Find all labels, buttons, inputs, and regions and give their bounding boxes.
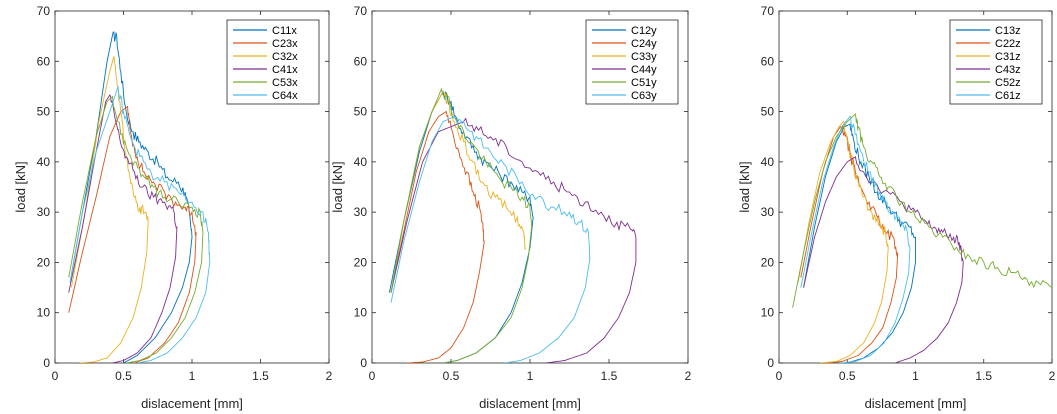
- series-line-C11x: [69, 31, 193, 363]
- series-line-C51y: [390, 87, 533, 363]
- y-tick-label: 10: [37, 306, 51, 320]
- legend-box: [226, 19, 320, 105]
- y-tick-label: 20: [761, 255, 775, 269]
- y-tick-label: 70: [37, 4, 51, 18]
- y-tick-label: 70: [761, 4, 775, 18]
- x-tick-label: 1: [527, 369, 534, 383]
- legend-entry: C41x: [272, 64, 298, 76]
- y-tick-label: 20: [354, 255, 368, 269]
- legend-box: [949, 19, 1043, 105]
- y-tick-label: 60: [354, 54, 368, 68]
- x-tick-label: 0: [52, 369, 59, 383]
- legend-entry: C63y: [631, 90, 657, 102]
- chart-panel-2: 0 10 20 30 40 50 60 70 0 0.5 1 1.5 2 dislacement [mm]…: [330, 4, 692, 411]
- series-line-C13z: [803, 123, 916, 363]
- series-line-C64x: [69, 86, 211, 363]
- y-tick-label: 10: [354, 306, 368, 320]
- legend-entry: C13z: [995, 25, 1021, 37]
- y-tick-label: 50: [354, 105, 368, 119]
- legend-entry: C12y: [631, 25, 657, 37]
- y-tick-label: 40: [37, 155, 51, 169]
- x-axis-label: dislacement [mm]: [865, 396, 967, 411]
- legend-entry: C61z: [995, 90, 1021, 102]
- series-line-C23x: [68, 105, 197, 363]
- legend-entry: C33y: [631, 51, 657, 63]
- y-tick-label: 60: [37, 54, 51, 68]
- legend-entry: C31z: [995, 51, 1021, 63]
- legend-entry: C64x: [272, 90, 298, 102]
- legend-entry: C23x: [272, 38, 298, 50]
- legend-entry: C44y: [631, 64, 657, 76]
- y-tick-label: 0: [43, 356, 50, 370]
- x-tick-label: 1.5: [601, 369, 618, 383]
- x-tick-label: 0: [369, 369, 376, 383]
- y-tick-label: 40: [354, 155, 368, 169]
- series-line-C43z: [803, 156, 964, 363]
- legend-entry: C43z: [995, 64, 1021, 76]
- x-tick-label: 0.5: [839, 369, 856, 383]
- x-axis-label: dislacement [mm]: [479, 396, 581, 411]
- x-tick-label: 0.5: [115, 369, 132, 383]
- x-tick-label: 1.5: [975, 369, 992, 383]
- legend-entry: C22z: [995, 38, 1021, 50]
- series-line-C52z: [792, 113, 1052, 308]
- series-line-C32x: [70, 56, 149, 363]
- legend-entry: C51y: [631, 77, 657, 89]
- legend-entry: C32x: [272, 51, 298, 63]
- y-axis-label: load [kN]: [330, 161, 345, 212]
- chart-panel-1: 0 10 20 30 40 50 60 70 0 0.5 1 1.5 2 dislacement [mm]…: [13, 4, 333, 411]
- x-tick-label: 0.5: [443, 369, 460, 383]
- legend-box: [585, 19, 679, 105]
- x-tick-label: 2: [685, 369, 692, 383]
- y-tick-label: 30: [354, 205, 368, 219]
- chart-panel-3: 0 10 20 30 40 50 60 70 0 0.5 1 1.5 2 dislacement [mm]…: [737, 4, 1056, 411]
- x-tick-label: 2: [1049, 369, 1056, 383]
- y-tick-label: 20: [37, 255, 51, 269]
- series-line-C31z: [797, 120, 889, 363]
- legend-entry: C11x: [272, 25, 297, 37]
- x-axis-label: dislacement [mm]: [141, 396, 243, 411]
- y-tick-label: 40: [761, 155, 775, 169]
- legend-entry: C24y: [631, 38, 657, 50]
- x-tick-label: 1.5: [252, 369, 269, 383]
- y-axis-label: load [kN]: [13, 161, 28, 212]
- y-tick-label: 0: [360, 356, 367, 370]
- x-tick-label: 0: [776, 369, 783, 383]
- series-line-C12y: [388, 90, 534, 363]
- y-tick-label: 30: [761, 205, 775, 219]
- y-tick-label: 50: [37, 105, 51, 119]
- series-line-C24y: [390, 110, 485, 363]
- series-line-C44y: [390, 117, 637, 363]
- series-line-C61z: [800, 115, 911, 363]
- series-line-C53x: [68, 95, 204, 363]
- y-tick-label: 0: [767, 356, 774, 370]
- series-line-C41x: [68, 94, 178, 363]
- x-tick-label: 1: [912, 369, 919, 383]
- y-axis-label: load [kN]: [737, 161, 752, 212]
- y-tick-label: 70: [354, 4, 368, 18]
- x-tick-label: 2: [326, 369, 333, 383]
- y-tick-label: 50: [761, 105, 775, 119]
- series-line-C63y: [390, 116, 591, 363]
- x-tick-label: 1: [189, 369, 196, 383]
- y-tick-label: 10: [761, 306, 775, 320]
- legend-entry: C53x: [272, 77, 298, 89]
- legend-entry: C52z: [995, 77, 1021, 89]
- y-tick-label: 30: [37, 205, 51, 219]
- y-tick-label: 60: [761, 54, 775, 68]
